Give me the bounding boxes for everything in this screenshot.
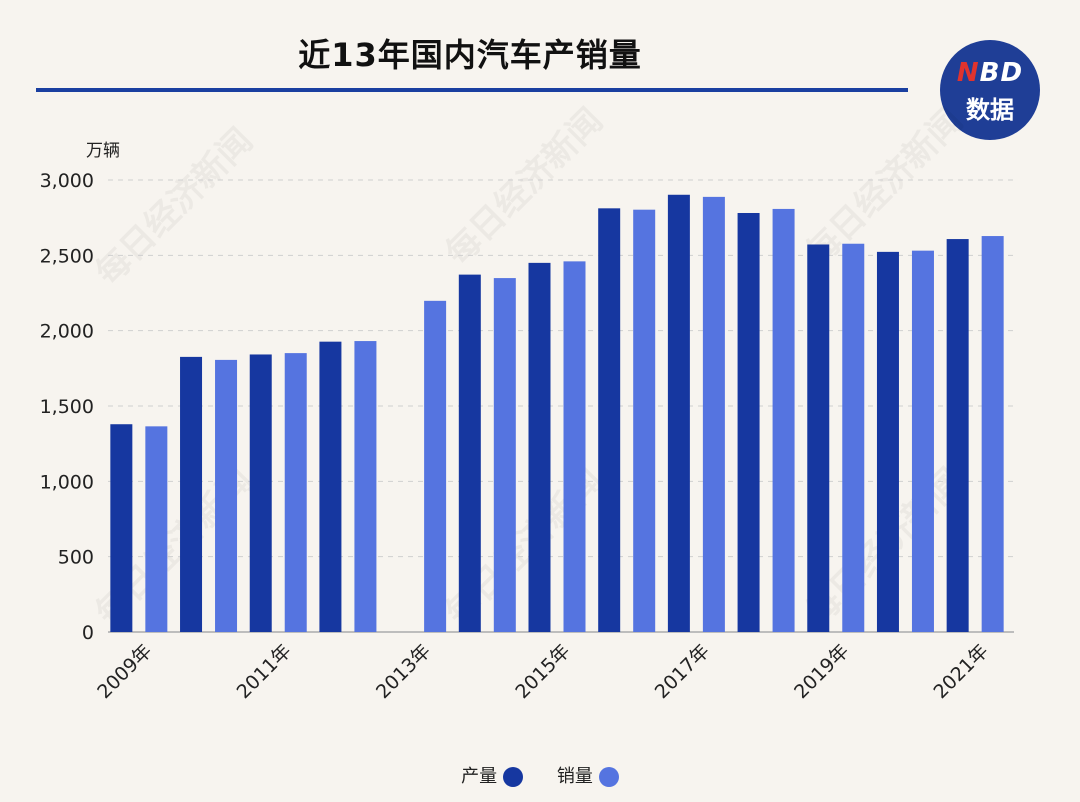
- bar-production: [946, 239, 969, 632]
- logo-letters: BD: [979, 58, 1024, 88]
- bar-sales: [493, 278, 516, 632]
- bar-sales: [215, 359, 238, 632]
- legend-dot-production: [503, 767, 524, 787]
- bar-sales: [354, 341, 377, 632]
- x-tick-label: 2013年: [372, 640, 435, 703]
- title-underline: [36, 88, 908, 92]
- legend-dot-sales: [598, 767, 619, 787]
- bar-production: [249, 354, 272, 632]
- bar-production: [458, 274, 481, 632]
- bar-sales: [633, 209, 656, 632]
- bar-sales: [563, 261, 586, 632]
- bar-production: [876, 251, 899, 633]
- bar-production: [598, 208, 621, 633]
- y-tick-label: 2,500: [40, 245, 94, 267]
- bar-production: [319, 341, 342, 632]
- x-tick-label: 2017年: [651, 640, 714, 703]
- x-tick-label: 2011年: [233, 640, 296, 703]
- y-tick-label: 1,000: [40, 471, 94, 493]
- x-tick-label: 2019年: [790, 640, 853, 703]
- bar-sales: [842, 243, 865, 632]
- y-axis-unit-label: 万辆: [86, 141, 120, 161]
- nbd-logo-badge: NBD 数据: [940, 40, 1040, 140]
- bar-sales: [424, 300, 447, 632]
- bar-sales: [145, 426, 168, 632]
- y-tick-label: 1,500: [40, 396, 94, 418]
- chart-legend: 产量 销量: [0, 762, 1080, 788]
- bar-sales: [981, 236, 1004, 632]
- legend-label-sales: 销量: [556, 766, 593, 787]
- logo-text: NBD: [940, 58, 1040, 88]
- bar-production: [737, 212, 760, 632]
- legend-item-production: 产量: [461, 762, 524, 788]
- bar-sales: [772, 208, 795, 633]
- bar-production: [110, 424, 133, 632]
- bar-production: [180, 356, 203, 632]
- logo-label: 数据: [966, 96, 1014, 124]
- x-tick-label: 2015年: [511, 640, 574, 703]
- logo-accent-letter: N: [956, 58, 980, 88]
- bar-sales: [911, 250, 934, 633]
- bar-production: [528, 262, 551, 632]
- x-tick-label: 2009年: [93, 640, 156, 703]
- bar-production: [807, 244, 830, 632]
- y-tick-label: 0: [82, 622, 94, 644]
- bar-sales: [284, 353, 307, 632]
- x-tick-label: 2021年: [930, 640, 993, 703]
- bar-sales: [702, 196, 725, 632]
- bar-production: [667, 194, 690, 633]
- legend-label-production: 产量: [461, 766, 498, 787]
- legend-item-sales: 销量: [557, 762, 619, 788]
- bar-chart: 0 500 1,000 1,500 2,000 2,500 3,000 2009年 2011年 2…: [40, 170, 1014, 703]
- chart-title: 近13年国内汽车产销量: [298, 36, 642, 74]
- y-tick-label: 3,000: [40, 170, 94, 192]
- y-tick-label: 2,000: [40, 321, 94, 343]
- y-tick-label: 500: [58, 547, 94, 569]
